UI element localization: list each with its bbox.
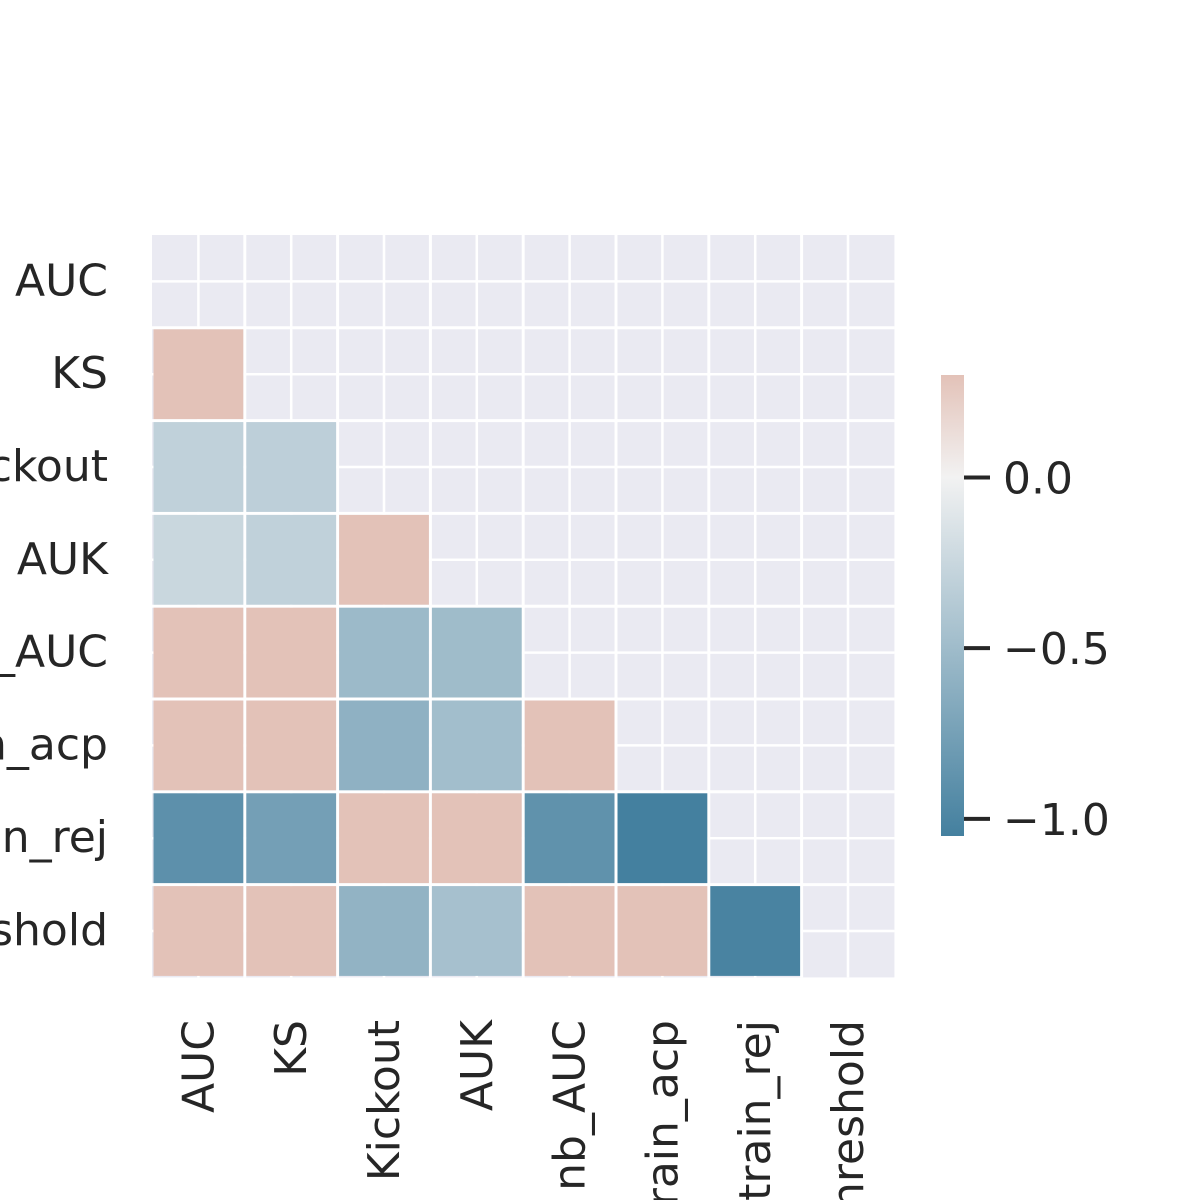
heatmap-cell — [524, 793, 615, 884]
heatmap-cell — [339, 514, 429, 605]
heatmap-cell — [246, 607, 337, 698]
row-label: n_rej — [2, 812, 108, 863]
heatmap-cell — [153, 514, 244, 605]
row-label: n_acp — [0, 719, 108, 770]
heatmap-cell — [710, 886, 801, 976]
column-label: AUC — [173, 1020, 224, 1113]
heatmap-cell — [339, 607, 429, 698]
row-label: AUC — [15, 255, 108, 306]
column-label: Kickout — [359, 1020, 410, 1181]
colorbar-tick-label: −1.0 — [1003, 795, 1110, 846]
heatmap-cell — [431, 886, 522, 976]
heatmap-cell — [339, 700, 429, 791]
heatmap-cell — [339, 793, 429, 884]
heatmap-cell — [246, 793, 337, 884]
colorbar-ticks: 0.0 −0.5 −1.0 — [964, 453, 1110, 846]
heatmap-cell — [431, 607, 522, 698]
heatmap-cell — [246, 886, 337, 976]
heatmap-cell — [617, 793, 708, 884]
row-label: ckout — [0, 441, 108, 492]
colorbar-tick-label: −0.5 — [1003, 624, 1110, 675]
colorbar: 0.0 −0.5 −1.0 — [941, 375, 1110, 846]
column-label: nb_AUC — [545, 1020, 596, 1191]
column-label: KS — [266, 1020, 317, 1077]
heatmap-cell — [153, 793, 244, 884]
colorbar-tick-label: 0.0 — [1003, 453, 1073, 504]
heatmap-cell — [524, 700, 615, 791]
heatmap-cells — [153, 329, 801, 976]
heatmap-cell — [153, 422, 244, 512]
heatmap-cell — [246, 422, 337, 512]
column-labels: AUC KS Kickout AUK nb_AUC rain_acp train_rej hr… — [173, 1019, 874, 1200]
heatmap-cell — [246, 700, 337, 791]
heatmap-cell — [431, 793, 522, 884]
column-label: rain_acp — [637, 1020, 688, 1200]
heatmap-cell — [153, 700, 244, 791]
heatmap-cell — [153, 607, 244, 698]
heatmap-cell — [339, 886, 429, 976]
row-label: shold — [0, 905, 108, 956]
column-label: hreshold — [823, 1020, 874, 1200]
row-label: _AUC — [0, 627, 108, 678]
heatmap-cell — [153, 886, 244, 976]
heatmap-cell — [524, 886, 615, 976]
heatmap-cell — [617, 886, 708, 976]
row-label: AUK — [17, 534, 109, 585]
heatmap-cell — [431, 700, 522, 791]
heatmap-cell — [246, 514, 337, 605]
heatmap-cell — [153, 329, 244, 420]
column-label: AUK — [452, 1019, 503, 1111]
colorbar-gradient — [941, 375, 964, 836]
row-label: KS — [51, 348, 108, 399]
column-label: train_rej — [730, 1020, 781, 1200]
